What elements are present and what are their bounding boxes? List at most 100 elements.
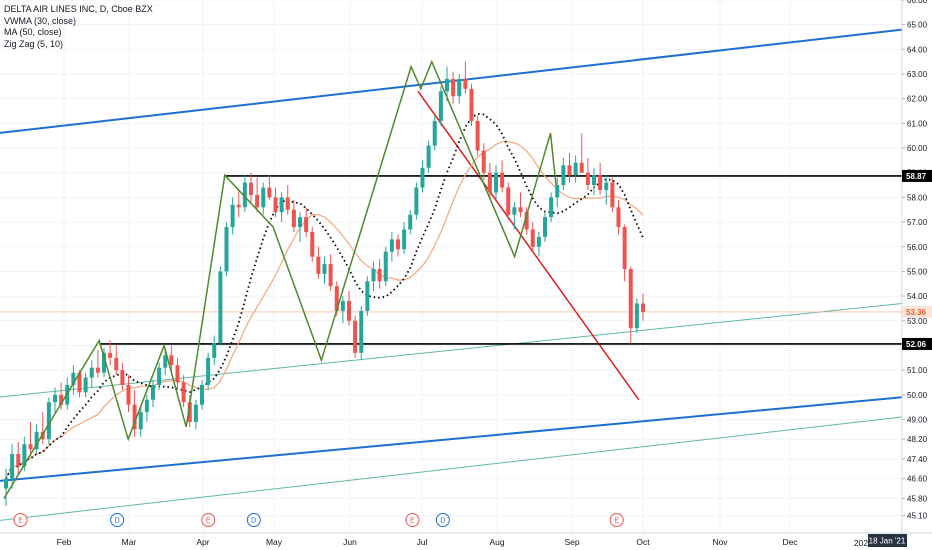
time-axis[interactable]: Feb Mar Apr May Jun Jul Aug Sep Oct Nov Dec [57,537,799,547]
candle-body [89,367,94,378]
candle-body [328,264,333,287]
price-tag-label: 58.87 [906,172,927,181]
candle-body [334,286,339,311]
legend-symbol[interactable]: DELTA AIR LINES INC, D, Cboe BZX [4,4,153,14]
candle-body [555,185,560,198]
candle-body [500,172,505,188]
candle-body [59,394,64,405]
candle-body [610,182,615,208]
candle-body [585,172,590,186]
price-tick-label: 51.00 [907,366,928,375]
earnings-marker [405,513,420,527]
candle-body [144,399,149,413]
candle-body [249,182,253,195]
candle-body [396,239,400,250]
candle-body [408,214,413,230]
candle-body [255,194,260,208]
legend-vwma[interactable]: VWMA (30, close) [4,15,77,26]
candle-body [475,120,480,151]
price-tick-label: 64.00 [907,45,928,54]
date-badge: 18 Jan '21 [868,534,907,547]
candle-body [579,162,584,173]
candle-body [279,197,284,213]
price-tick-label: 45.80 [907,494,928,503]
price-tick-label: 54.00 [907,292,928,301]
candle-body [132,404,137,430]
month-label: Sep [564,537,579,547]
ma-path [5,141,644,479]
earnings-marker-label: E [410,518,415,525]
candle-body [95,367,100,373]
price-tick-label: 47.40 [907,455,928,464]
candle-body [291,209,296,228]
earnings-marker-label: E [614,518,619,525]
legend-zigzag[interactable]: Zig Zag (5, 10) [4,38,64,49]
price-tick-label: 63.00 [907,70,928,79]
candle-body [175,365,180,383]
candle-body [512,207,517,215]
dividend-marker-label: D [251,518,256,525]
month-label: Mar [122,537,137,547]
candle-body [187,402,192,422]
candle-body [206,357,211,385]
candle-body [236,204,241,208]
candle-body [592,175,596,186]
candle-body [604,182,609,191]
price-tag-label: 53.36 [906,308,927,317]
candle-body [34,431,39,450]
dividend-marker-label: D [440,518,445,525]
price-tick-label: 60.00 [907,144,928,153]
candle-body [506,187,511,215]
price-tag [902,169,932,182]
candle-body [616,207,621,228]
date-badge-label: 18 Jan '21 [869,537,906,546]
candle-body [340,301,345,311]
candle-body [432,120,437,146]
candle-body [451,78,456,97]
candle-body [138,412,143,430]
candle-body [151,384,155,400]
candle-body [359,310,364,353]
candle-body [438,91,443,121]
candle-body [524,212,529,230]
candle-body [120,370,125,385]
candle-body [163,355,168,368]
grid [0,0,902,533]
price-tick-label: 55.00 [907,267,928,276]
price-tick-label: 62.00 [907,95,928,104]
candle-body [549,197,554,218]
zigzag-path [3,59,557,499]
candle-body [316,256,321,274]
candle-body [487,172,492,193]
candle-body [71,372,76,385]
candle-body [622,227,627,269]
legend-ma[interactable]: MA (50, close) [4,27,62,37]
candle-body [77,372,82,393]
chart-legend: DELTA AIR LINES INC, D, Cboe BZX VWMA (3… [4,4,153,50]
candle-body [414,187,419,215]
price-tick-label: 49.00 [907,415,928,424]
candle-body [169,355,174,366]
candle-body [402,229,407,250]
candle-body [481,150,486,173]
candle-body [383,251,388,282]
earnings-marker-label: E [206,518,211,525]
candle-body [457,78,462,97]
candle-body [267,187,272,198]
corner-year: 202 [854,538,868,548]
month-label: Apr [196,537,209,547]
month-label: May [266,537,283,547]
zigzag-line [3,59,557,499]
price-tag [902,305,932,318]
candle-body [463,78,468,89]
candle-body [10,454,15,479]
candle-body [200,384,204,405]
candle-body [102,352,106,373]
candle-body [445,78,449,92]
candle-body [126,384,131,405]
candle-body [261,187,266,208]
price-tick-label: 56.00 [907,243,928,252]
